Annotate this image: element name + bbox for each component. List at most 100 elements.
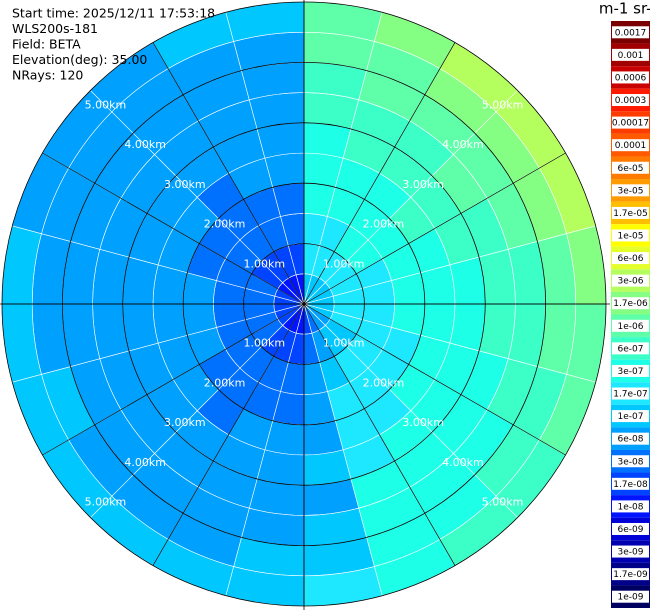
- colorbar-tick-label: 1e-06: [618, 322, 644, 332]
- field-cell: [303, 122, 352, 159]
- range-label: 3.00km: [402, 416, 444, 429]
- range-label: 1.00km: [323, 337, 365, 350]
- field-cell: [122, 256, 159, 305]
- colorbar-tick-label: 6e-09: [618, 525, 644, 535]
- range-label: 5.00km: [85, 496, 127, 509]
- range-label: 4.00km: [124, 138, 166, 151]
- range-label: 2.00km: [204, 218, 246, 231]
- colorbar-tick-label: 0.0003: [615, 96, 647, 106]
- colorbar-tick-label: 1.7e-05: [613, 209, 648, 219]
- colorbar-label-bg: [612, 522, 649, 535]
- colorbar-tick-label: 1e-09: [618, 593, 644, 603]
- colorbar-tick-label: 0.00017: [612, 119, 649, 129]
- colorbar-tick-label: 0.0017: [615, 28, 647, 38]
- colorbar-label-bg: [612, 477, 649, 490]
- azimuth-spoke: [42, 303, 305, 456]
- colorbar-label-bg: [612, 206, 649, 219]
- info-line: WLS200s-181: [12, 21, 98, 36]
- info-line: Elevation(deg): 35.00: [12, 52, 147, 67]
- azimuth-spoke: [303, 303, 456, 566]
- colorbar-label-bg: [612, 364, 649, 377]
- colorbar-tick-label: 1e-07: [618, 412, 644, 422]
- range-label: 4.00km: [442, 138, 484, 151]
- colorbar-label-bg: [612, 568, 649, 581]
- azimuth-spoke: [152, 42, 305, 305]
- azimuth-spoke: [303, 303, 566, 456]
- azimuth-spoke: [303, 42, 456, 305]
- colorbar-label-bg: [612, 590, 649, 603]
- colorbar-tick-label: 1.7e-08: [613, 480, 648, 490]
- colorbar-tick-label: 1.7e-06: [613, 299, 648, 309]
- range-label: 2.00km: [363, 218, 405, 231]
- polar-grid: [0, 0, 610, 610]
- colorbar-tick-label: 1.7e-09: [613, 570, 648, 580]
- scan-info: Start time: 2025/12/11 17:53:18WLS200s-1…: [12, 6, 215, 83]
- colorbar-label-bg: [612, 274, 649, 287]
- colorbar-tick-label: 1.7e-07: [613, 390, 648, 400]
- range-label: 5.00km: [482, 98, 524, 111]
- colorbar-label-bg: [612, 500, 649, 513]
- range-labels: 1.00km 2.00km 3.00km 4.00km 5.00km 1.00km 2.00…: [85, 98, 524, 508]
- colorbar-tick-label: 3e-09: [618, 548, 644, 558]
- range-label: 1.00km: [243, 257, 285, 270]
- info-line: NRays: 120: [12, 68, 83, 83]
- colorbar-tick-label: 3e-07: [618, 367, 644, 377]
- colorbar-label-bg: [612, 342, 649, 355]
- colorbar-tick-label: 1e-08: [618, 502, 644, 512]
- range-label: 2.00km: [204, 376, 246, 389]
- field-cell: [449, 303, 486, 352]
- colorbar-label-bg: [612, 387, 649, 400]
- colorbar-label-bg: [612, 319, 649, 332]
- info-line: Field: BETA: [12, 37, 81, 52]
- colorbar-tick-label: 0.0001: [615, 141, 647, 151]
- azimuth-spoke: [303, 152, 566, 305]
- colorbar-label-bg: [612, 545, 649, 558]
- colorbar-tick-label: 3e-08: [618, 457, 644, 467]
- range-label: 5.00km: [482, 496, 524, 509]
- range-label: 4.00km: [124, 456, 166, 469]
- range-label: 3.00km: [164, 178, 206, 191]
- colorbar-tick-label: 0.0006: [615, 73, 647, 83]
- range-label: 1.00km: [243, 337, 285, 350]
- colorbar-label-bg: [612, 71, 649, 84]
- range-label: 1.00km: [323, 257, 365, 270]
- colorbar-label-bg: [612, 432, 649, 445]
- colorbar-label-bg: [612, 455, 649, 468]
- colorbar-label-bg: [612, 252, 649, 265]
- field-cell: [256, 122, 305, 159]
- colorbar-label-bg: [612, 297, 649, 310]
- field-cell: [122, 303, 159, 352]
- colorbar-label-bg: [612, 229, 649, 242]
- azimuth-spoke: [152, 303, 305, 566]
- colorbar-tick-label: 0.001: [618, 51, 644, 61]
- colorbar-label-bg: [612, 184, 649, 197]
- range-label: 4.00km: [442, 456, 484, 469]
- colorbar: 0.0017 0.001 0.0006 0.0003 0.00017 0.0001 6e-0…: [611, 21, 650, 608]
- info-line: Start time: 2025/12/11 17:53:18: [12, 6, 215, 21]
- polar-field: [1, 1, 607, 607]
- colorbar-label-bg: [612, 26, 649, 39]
- range-label: 2.00km: [363, 376, 405, 389]
- colorbar-tick-label: 6e-07: [618, 344, 644, 354]
- colorbar-label-bg: [612, 410, 649, 423]
- azimuth-spoke: [42, 152, 305, 305]
- colorbar-tick-label: 6e-08: [618, 435, 644, 445]
- range-label: 3.00km: [164, 416, 206, 429]
- colorbar-label-bg: [612, 94, 649, 107]
- colorbar-title: m-1 sr-1: [599, 0, 650, 18]
- field-cell: [449, 256, 486, 305]
- field-cell: [303, 449, 352, 486]
- field-cell: [256, 449, 305, 486]
- colorbar-tick-label: 6e-06: [618, 254, 644, 264]
- colorbar-tick-label: 3e-05: [618, 186, 644, 196]
- colorbar-label-bg: [612, 48, 649, 61]
- range-label: 5.00km: [85, 98, 127, 111]
- colorbar-label-bg: [612, 161, 649, 174]
- colorbar-label-bg: [612, 139, 649, 152]
- colorbar-tick-label: 1e-05: [618, 231, 644, 241]
- range-label: 3.00km: [402, 178, 444, 191]
- colorbar-tick-label: 6e-05: [618, 164, 644, 174]
- colorbar-tick-label: 3e-06: [618, 277, 644, 287]
- colorbar-label-bg: [612, 116, 649, 129]
